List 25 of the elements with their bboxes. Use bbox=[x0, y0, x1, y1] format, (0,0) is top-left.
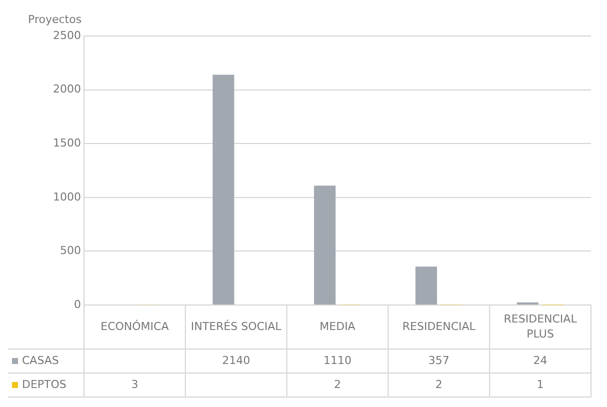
bar bbox=[415, 266, 437, 304]
y-tick-label: 2500 bbox=[52, 28, 81, 42]
x-tick-label: INTERÉS SOCIAL bbox=[190, 318, 282, 333]
legend-label: DEPTOS bbox=[22, 378, 66, 391]
data-label: 2140 bbox=[222, 354, 250, 367]
x-tick-label: MEDIA bbox=[320, 320, 356, 333]
x-tick-label: ECONÓMICA bbox=[100, 318, 170, 333]
bar bbox=[212, 74, 234, 304]
y-tick-label: 1000 bbox=[52, 190, 81, 204]
data-label: 24 bbox=[533, 354, 548, 367]
data-label: 357 bbox=[428, 354, 450, 367]
data-label: 2 bbox=[334, 378, 341, 391]
y-tick-label: 1500 bbox=[52, 136, 81, 150]
y-tick-label: 0 bbox=[74, 298, 81, 311]
bar bbox=[314, 186, 336, 304]
y-axis-title: Proyectos bbox=[28, 12, 82, 26]
x-tick-label: RESIDENCIAL bbox=[402, 320, 476, 333]
legend-label: CASAS bbox=[22, 354, 59, 367]
y-tick-label: 500 bbox=[60, 244, 81, 258]
y-tick-label: 2000 bbox=[52, 82, 81, 96]
data-label: 2 bbox=[435, 378, 442, 391]
data-label: 1 bbox=[536, 378, 544, 391]
data-label: 3 bbox=[131, 378, 138, 391]
data-label: 1110 bbox=[323, 354, 352, 367]
x-tick-label: RESIDENCIAL PLUS bbox=[504, 312, 578, 340]
